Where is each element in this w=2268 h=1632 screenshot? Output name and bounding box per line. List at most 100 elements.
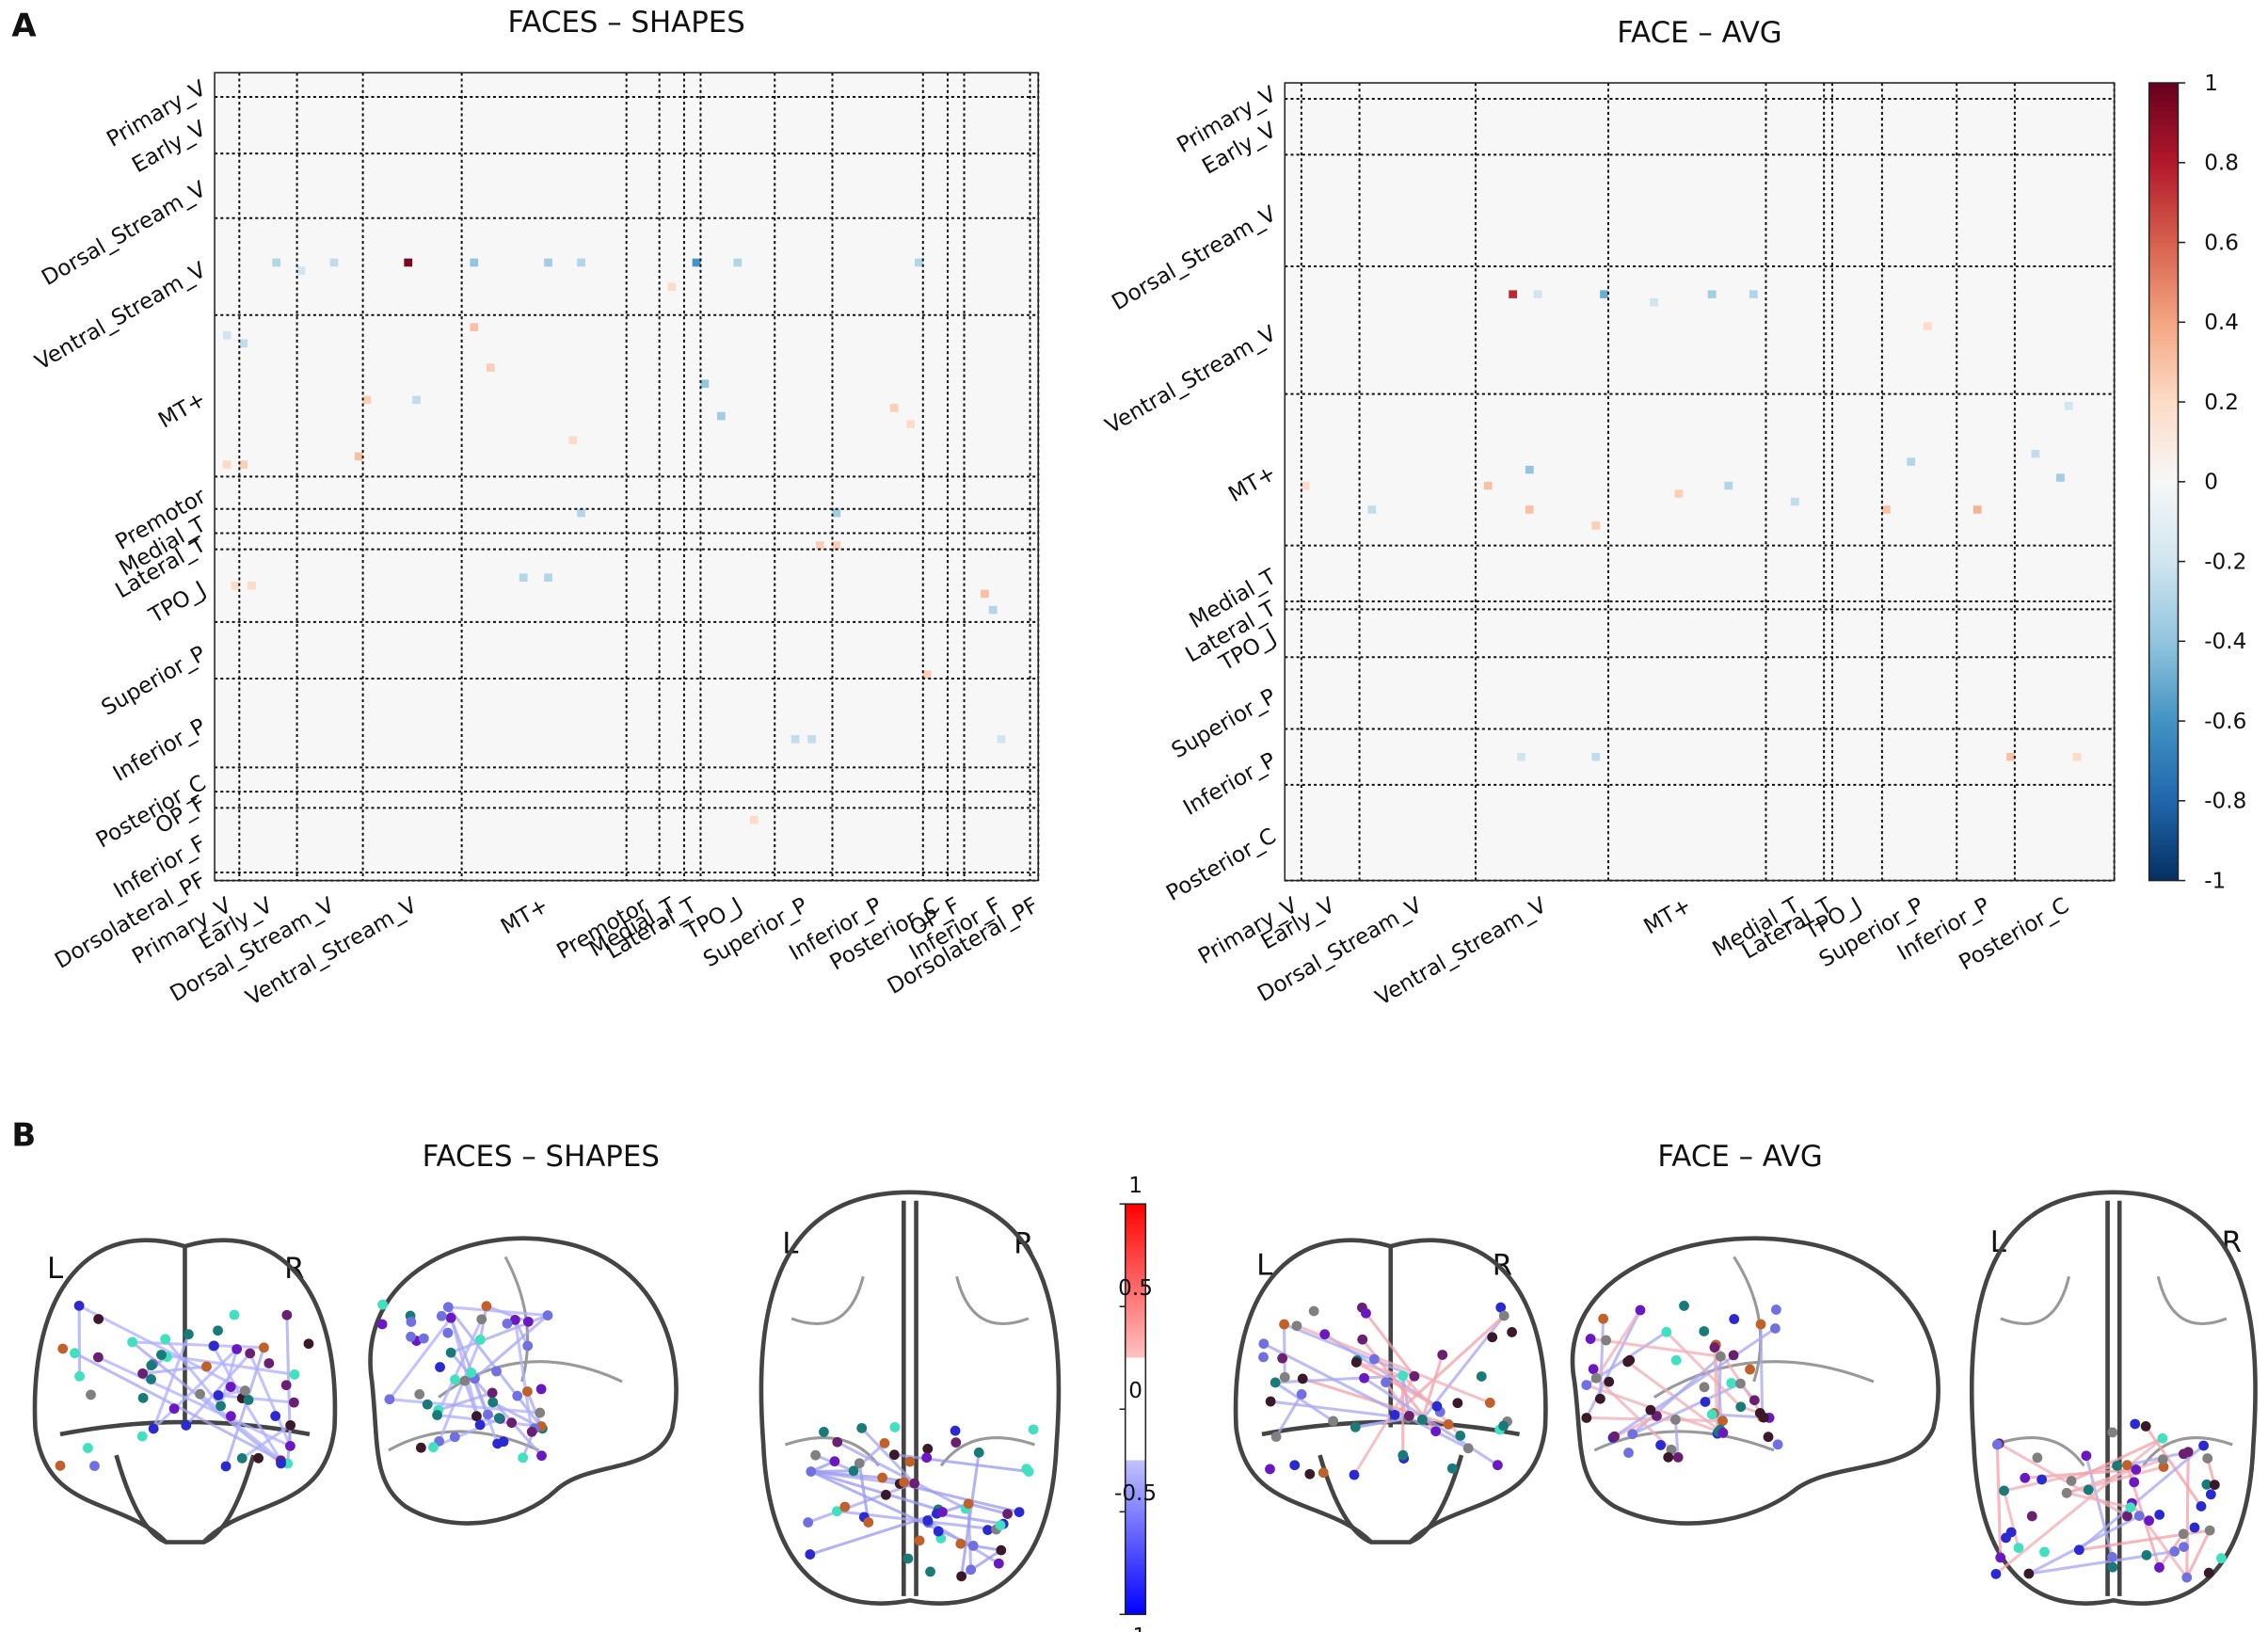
cell	[997, 735, 1006, 744]
connection	[2126, 1450, 2189, 1467]
node	[1361, 1307, 1371, 1319]
node	[1455, 1431, 1466, 1441]
node	[86, 1389, 96, 1400]
node	[160, 1334, 171, 1345]
connection	[389, 1398, 540, 1415]
node	[376, 1319, 388, 1330]
node	[1350, 1357, 1362, 1368]
node	[1670, 1415, 1681, 1425]
node	[1999, 1485, 2009, 1496]
cell	[1525, 505, 1534, 514]
node	[2157, 1432, 2168, 1444]
node	[1357, 1334, 1368, 1345]
node	[2133, 1511, 2145, 1521]
cell	[1707, 290, 1717, 298]
connection	[1296, 1324, 1491, 1404]
node	[483, 1409, 493, 1420]
connection	[1274, 1381, 1334, 1423]
cell	[1483, 481, 1493, 490]
cell	[329, 258, 339, 267]
node	[522, 1316, 534, 1327]
connection	[2185, 1529, 2212, 1578]
node	[1270, 1377, 1281, 1388]
node	[1623, 1448, 1634, 1458]
connection	[810, 1470, 939, 1512]
connection	[438, 1391, 493, 1412]
node	[839, 1501, 851, 1512]
node	[445, 1312, 456, 1323]
node	[2112, 1460, 2122, 1471]
node	[1462, 1443, 1474, 1454]
cell	[667, 282, 677, 292]
cell	[272, 258, 281, 267]
node	[888, 1449, 900, 1461]
node	[2061, 1487, 2072, 1498]
node	[1291, 1320, 1302, 1332]
colorbar-tick-label: -1	[2204, 869, 2226, 893]
connection	[1632, 1382, 1742, 1436]
node	[70, 1348, 80, 1359]
cell	[922, 670, 932, 679]
node	[1745, 1364, 1755, 1375]
node	[1349, 1469, 1360, 1480]
node	[1717, 1416, 1728, 1427]
node	[2107, 1427, 2118, 1438]
cell	[807, 735, 816, 744]
matrix-frame	[214, 72, 1040, 882]
node	[2013, 1543, 2024, 1554]
node	[1014, 1507, 1025, 1518]
node	[1735, 1401, 1747, 1413]
cell	[2006, 752, 2015, 761]
node	[1749, 1395, 1760, 1406]
node	[2066, 1476, 2077, 1486]
connection	[448, 1305, 549, 1318]
connection	[152, 1348, 238, 1431]
node	[270, 1411, 281, 1421]
node	[933, 1526, 944, 1537]
connection	[388, 1317, 453, 1400]
colorbar-tick-label: 1	[2204, 72, 2218, 96]
connection	[860, 1427, 916, 1485]
node	[225, 1382, 236, 1392]
cell	[248, 582, 256, 590]
colorbar-tick-label: -0.5	[1114, 1481, 1157, 1506]
connection	[1270, 1400, 1409, 1420]
node	[2122, 1511, 2132, 1522]
side-label: L	[47, 1252, 63, 1286]
cell	[470, 323, 479, 331]
node	[982, 1525, 993, 1535]
node	[2023, 1568, 2035, 1579]
node	[995, 1520, 1006, 1530]
connection	[894, 1453, 1030, 1474]
node	[1661, 1326, 1672, 1337]
node	[2216, 1553, 2227, 1564]
node	[831, 1506, 842, 1517]
node	[535, 1384, 547, 1395]
connection	[807, 1481, 916, 1524]
connection	[857, 1463, 870, 1523]
brain-midline	[901, 1200, 918, 1596]
node	[854, 1458, 865, 1469]
panel-label: B	[11, 1117, 36, 1154]
node	[1498, 1420, 1509, 1432]
node	[414, 1389, 425, 1400]
node	[2140, 1420, 2151, 1432]
colorbar-tick-label: 0	[2204, 471, 2218, 495]
node	[889, 1421, 901, 1432]
connection	[1712, 1413, 1763, 1419]
node	[156, 1350, 167, 1360]
node	[136, 1431, 148, 1442]
cell	[222, 460, 232, 469]
node	[146, 1360, 157, 1371]
brain-view	[1969, 1190, 2258, 1606]
node	[445, 1347, 456, 1358]
y-tick-label: MT+	[1224, 461, 1280, 507]
node	[1431, 1400, 1443, 1412]
node	[93, 1314, 104, 1324]
cell	[1525, 465, 1534, 474]
node	[1265, 1396, 1276, 1407]
chart-title: FACE – AVG	[1617, 16, 1781, 50]
node	[925, 1566, 935, 1577]
node	[1706, 1409, 1717, 1420]
brain-outline	[32, 1238, 338, 1544]
